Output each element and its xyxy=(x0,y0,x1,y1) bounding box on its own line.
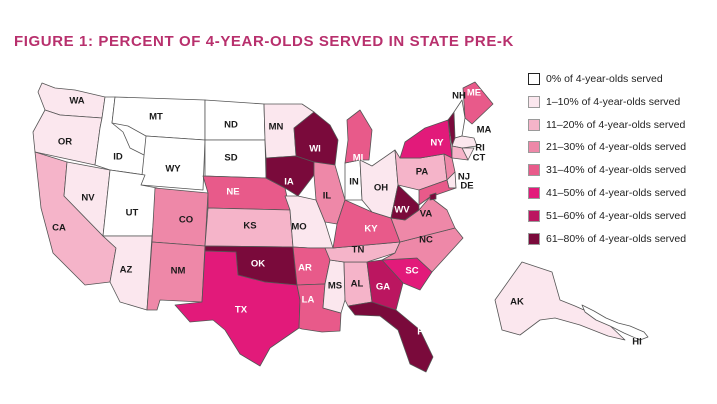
state-label-ar: AR xyxy=(298,263,312,274)
state-label-tn: TN xyxy=(352,245,365,256)
state-mi xyxy=(344,109,373,164)
state-label-nm: NM xyxy=(171,266,186,277)
state-hi xyxy=(581,304,649,341)
state-me xyxy=(462,81,494,125)
state-label-me: ME xyxy=(467,88,481,99)
state-label-id: ID xyxy=(113,152,123,163)
state-label-nd: ND xyxy=(224,120,238,131)
state-label-oh: OH xyxy=(374,183,388,194)
state-label-ms: MS xyxy=(328,281,342,292)
state-label-va: VA xyxy=(420,209,433,220)
state-label-pa: PA xyxy=(416,167,429,178)
state-label-hi: HI xyxy=(632,337,642,348)
state-label-ky: KY xyxy=(364,224,378,235)
state-label-ri: RI xyxy=(475,143,485,154)
state-label-ga: GA xyxy=(376,282,390,293)
state-label-dc: DC xyxy=(470,191,484,202)
state-label-ct: CT xyxy=(473,153,486,164)
state-label-ny: NY xyxy=(430,138,444,149)
state-label-nh: NH xyxy=(452,91,466,102)
legend-label: 41–50% of 4-year-olds served xyxy=(546,186,687,199)
state-label-ne: NE xyxy=(226,187,239,198)
legend-swatch xyxy=(528,118,540,131)
state-label-la: LA xyxy=(302,295,315,306)
state-label-nv: NV xyxy=(81,193,95,204)
state-dc xyxy=(429,192,437,201)
state-label-mt: MT xyxy=(149,112,163,123)
state-label-nc: NC xyxy=(419,235,433,246)
legend-swatch xyxy=(528,73,540,85)
state-label-tx: TX xyxy=(235,305,248,316)
state-label-in: IN xyxy=(349,177,359,188)
state-label-ut: UT xyxy=(126,208,139,219)
legend-item: 51–60% of 4-year-olds served xyxy=(528,208,713,224)
state-label-mo: MO xyxy=(291,222,306,233)
state-label-sd: SD xyxy=(224,153,237,164)
state-label-de: DE xyxy=(460,181,473,192)
state-label-ok: OK xyxy=(251,259,265,270)
legend-item: 11–20% of 4-year-olds served xyxy=(528,117,713,133)
state-wv xyxy=(390,184,420,221)
state-label-co: CO xyxy=(179,215,193,226)
state-label-wa: WA xyxy=(69,96,84,107)
legend-label: 51–60% of 4-year-olds served xyxy=(546,209,687,222)
state-label-ks: KS xyxy=(243,221,256,232)
state-ny xyxy=(399,119,453,159)
legend-label: 61–80% of 4-year-olds served xyxy=(546,232,687,245)
state-label-sc: SC xyxy=(405,266,418,277)
state-label-mi: MI xyxy=(353,153,364,164)
legend-label: 31–40% of 4-year-olds served xyxy=(546,164,687,177)
state-label-ia: IA xyxy=(284,177,294,188)
state-label-wv: WV xyxy=(394,205,410,216)
state-label-vt: VT xyxy=(433,101,445,112)
state-wy xyxy=(140,135,206,191)
state-label-wi: WI xyxy=(309,144,321,155)
legend-item: 1–10% of 4-year-olds served xyxy=(528,94,713,110)
state-label-il: IL xyxy=(323,191,332,202)
state-label-ca: CA xyxy=(52,223,66,234)
legend-label: 21–30% of 4-year-olds served xyxy=(546,141,687,154)
legend-item: 31–40% of 4-year-olds served xyxy=(528,162,713,178)
state-label-ak: AK xyxy=(510,297,524,308)
legend-item: 41–50% of 4-year-olds served xyxy=(528,185,713,201)
state-label-md: MD xyxy=(453,206,468,217)
legend-label: 0% of 4-year-olds served xyxy=(546,73,663,85)
legend-label: 11–20% of 4-year-olds served xyxy=(546,118,686,131)
state-ct xyxy=(451,145,469,161)
legend-item: 21–30% of 4-year-olds served xyxy=(528,139,713,155)
state-label-al: AL xyxy=(351,279,364,290)
state-label-mn: MN xyxy=(269,122,284,133)
state-nh xyxy=(453,99,466,139)
state-label-nj: NJ xyxy=(458,172,470,183)
map-title: FIGURE 1: PERCENT OF 4-YEAR-OLDS SERVED … xyxy=(14,33,514,50)
state-il xyxy=(313,161,346,225)
legend-swatch xyxy=(528,186,540,199)
legend: 0% of 4-year-olds served 1–10% of 4-year-… xyxy=(528,71,713,253)
legend-label: 1–10% of 4-year-olds served xyxy=(546,95,681,108)
legend-swatch xyxy=(528,95,540,108)
legend-swatch xyxy=(528,209,540,222)
state-label-az: AZ xyxy=(120,265,133,276)
state-wi xyxy=(293,111,339,166)
legend-swatch xyxy=(528,164,540,177)
legend-item: 0% of 4-year-olds served xyxy=(528,71,713,87)
state-label-wy: WY xyxy=(165,164,181,175)
state-fl xyxy=(347,301,434,373)
state-ak xyxy=(494,261,626,341)
legend-item: 61–80% of 4-year-olds served xyxy=(528,231,713,247)
state-md xyxy=(418,179,457,206)
legend-swatch xyxy=(528,141,540,154)
state-tx xyxy=(174,250,301,367)
legend-swatch xyxy=(528,232,540,245)
state-label-ma: MA xyxy=(477,125,492,136)
state-label-fl: FL xyxy=(417,327,429,338)
state-label-or: OR xyxy=(58,137,72,148)
state-ma xyxy=(451,135,478,149)
